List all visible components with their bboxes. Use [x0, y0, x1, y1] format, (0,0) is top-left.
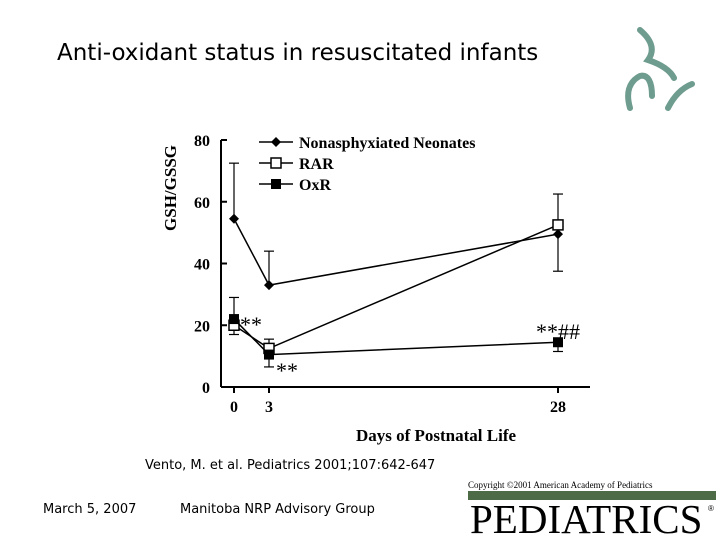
data-point-1-2: [552, 219, 564, 231]
x-tick-label-1: 3: [265, 399, 273, 416]
legend-marker-1: [270, 157, 282, 169]
data-point-0-1: [264, 280, 274, 291]
legend-marker-2: [271, 179, 281, 189]
y-tick-label-0: 0: [202, 380, 210, 397]
series-line-0: [233, 218, 559, 286]
x-tick-label-2: 28: [550, 399, 566, 416]
annotation-day3: **: [276, 358, 298, 383]
citation-text: Vento, M. et al. Pediatrics 2001;107:642…: [145, 458, 436, 473]
annotation-day28: **##: [536, 319, 580, 344]
logo-child: [665, 81, 695, 111]
footer-date: March 5, 2007: [43, 502, 137, 517]
legend-marker-0: [271, 137, 281, 147]
chart-legend: Nonasphyxiated Neonates RAR OxR: [259, 135, 475, 194]
y-tick-label-4: 80: [194, 133, 210, 150]
legend-label-2: OxR: [299, 177, 331, 194]
annotation-day0: **: [240, 312, 262, 337]
data-point-0-0: [229, 213, 239, 224]
series-2: [229, 296, 563, 368]
y-tick-label-2: 40: [194, 257, 210, 274]
logo-strokes: [625, 27, 695, 111]
data-point-2-2: [553, 337, 563, 348]
y-ticks: 0 20 40 60 80: [194, 133, 227, 397]
series-0: [229, 162, 563, 291]
data-point-2-1: [264, 349, 274, 360]
data-point-0-2: [553, 229, 563, 240]
legend-label-1: RAR: [299, 156, 334, 173]
series-layer: [228, 162, 564, 368]
y-tick-label-3: 60: [194, 195, 210, 212]
journal-bar: [468, 491, 716, 500]
footer-organization: Manitoba NRP Advisory Group: [180, 502, 375, 517]
data-point-2-0: [229, 314, 239, 325]
logo-profile: [637, 27, 677, 81]
y-tick-label-1: 20: [194, 318, 210, 335]
chart-axes: [220, 140, 590, 388]
gsh-gssg-chart: 0 20 40 60 80 0 3 28 Nonasphyxiated Neonates RA…: [161, 133, 590, 445]
series-line-2: [233, 318, 559, 356]
journal-logo: PEDIATRICS: [470, 496, 703, 542]
copyright-text: Copyright ©2001 American Academy of Pedi…: [468, 480, 653, 490]
legend-label-0: Nonasphyxiated Neonates: [299, 135, 475, 152]
x-ticks: 0 3 28: [230, 387, 566, 416]
logo-body: [625, 72, 655, 111]
series-1: [228, 193, 564, 355]
x-tick-label-0: 0: [230, 399, 238, 416]
x-axis-label: Days of Postnatal Life: [356, 426, 517, 445]
registered-mark: ®: [708, 504, 714, 513]
mother-child-logo-icon: [625, 27, 695, 111]
y-axis-label: GSH/GSSG: [161, 145, 180, 231]
slide-title: Anti-oxidant status in resuscitated infa…: [57, 40, 539, 66]
